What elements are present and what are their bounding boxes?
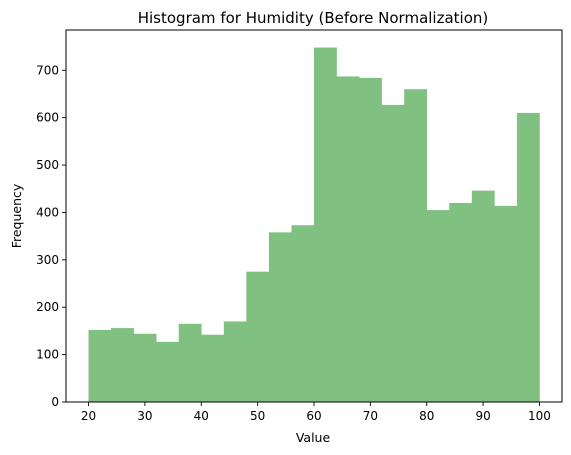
x-tick-label: 90	[475, 409, 490, 423]
y-tick-label: 100	[36, 348, 59, 362]
x-tick-label: 70	[363, 409, 378, 423]
histogram-bar	[178, 323, 202, 402]
histogram-bar	[404, 89, 428, 403]
x-tick-label: 50	[250, 409, 265, 423]
x-tick-label: 100	[528, 409, 551, 423]
histogram-bar	[291, 225, 315, 402]
bars-group	[88, 47, 540, 403]
histogram-bar	[449, 202, 473, 402]
histogram-bar	[88, 329, 112, 402]
histogram-bar	[359, 77, 382, 402]
x-tick-label: 20	[81, 409, 96, 423]
histogram-bar	[314, 47, 337, 403]
histogram-bar	[246, 271, 270, 402]
y-tick-label: 600	[36, 111, 59, 125]
y-tick-label: 400	[36, 205, 59, 219]
histogram-bar	[426, 210, 450, 402]
y-axis-label: Frequency	[9, 183, 24, 248]
histogram-bar	[133, 333, 157, 402]
y-tick-label: 700	[36, 63, 59, 77]
chart-title: Histogram for Humidity (Before Normaliza…	[138, 9, 489, 27]
y-tick-label: 0	[51, 395, 59, 409]
histogram-bar	[516, 112, 540, 403]
histogram-bar	[494, 205, 518, 402]
histogram-bar	[268, 232, 292, 402]
x-tick-label: 40	[194, 409, 209, 423]
x-axis-label: Value	[296, 430, 331, 445]
x-axis-ticks: 20 30 40 50 60 70 80 90 100	[81, 402, 551, 423]
histogram-bar	[201, 334, 225, 402]
histogram-bar	[336, 76, 360, 402]
histogram-bar	[111, 328, 134, 402]
histogram-bar	[471, 190, 495, 402]
y-tick-label: 500	[36, 158, 59, 172]
x-tick-label: 80	[419, 409, 434, 423]
histogram-bar	[381, 104, 405, 402]
y-axis-ticks: 0 100 200 300 400 500 600 700	[36, 63, 66, 409]
x-tick-label: 30	[137, 409, 152, 423]
y-tick-label: 300	[36, 253, 59, 267]
histogram-bar	[156, 341, 180, 402]
y-tick-label: 200	[36, 300, 59, 314]
histogram-bar	[223, 321, 247, 402]
x-tick-label: 60	[306, 409, 321, 423]
